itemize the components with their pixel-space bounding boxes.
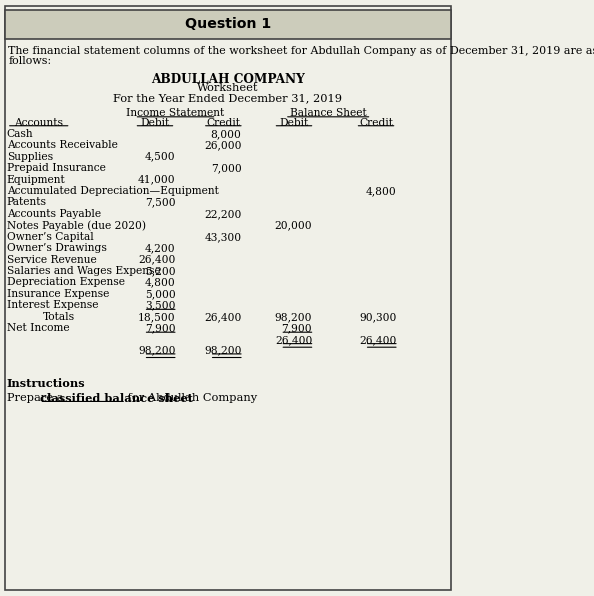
Text: Totals: Totals — [43, 312, 75, 322]
Text: 26,400: 26,400 — [359, 336, 397, 345]
Text: Accounts Payable: Accounts Payable — [7, 209, 101, 219]
Text: 26,400: 26,400 — [275, 336, 312, 345]
Text: 20,000: 20,000 — [274, 221, 312, 230]
Text: Insurance Expense: Insurance Expense — [7, 289, 109, 299]
Text: Interest Expense: Interest Expense — [7, 300, 99, 311]
Text: 22,200: 22,200 — [204, 209, 242, 219]
Text: Cash: Cash — [7, 129, 33, 139]
Text: 41,000: 41,000 — [138, 175, 175, 185]
Text: 7,000: 7,000 — [211, 163, 242, 173]
Text: Worksheet: Worksheet — [197, 83, 258, 93]
Text: 26,000: 26,000 — [204, 140, 242, 150]
Text: follows:: follows: — [8, 56, 51, 66]
Text: Patents: Patents — [7, 197, 47, 207]
Text: 8,000: 8,000 — [211, 129, 242, 139]
Text: Question 1: Question 1 — [185, 17, 271, 32]
FancyBboxPatch shape — [5, 10, 451, 39]
Text: 7,500: 7,500 — [145, 197, 175, 207]
Text: 18,500: 18,500 — [138, 312, 175, 322]
Text: Notes Payable (due 2020): Notes Payable (due 2020) — [7, 221, 146, 231]
Text: Balance Sheet: Balance Sheet — [290, 108, 366, 119]
Text: for Abdullah Company: for Abdullah Company — [124, 393, 257, 402]
Text: Net Income: Net Income — [7, 323, 69, 333]
Text: 7,900: 7,900 — [145, 323, 175, 333]
Text: The financial statement columns of the worksheet for Abdullah Company as of Dece: The financial statement columns of the w… — [8, 46, 594, 57]
Text: Instructions: Instructions — [7, 378, 86, 389]
Text: 90,300: 90,300 — [359, 312, 397, 322]
Text: Supplies: Supplies — [7, 151, 53, 162]
Text: 43,300: 43,300 — [204, 232, 242, 242]
Text: Depreciation Expense: Depreciation Expense — [7, 278, 125, 287]
Text: 7,900: 7,900 — [282, 323, 312, 333]
Text: 4,200: 4,200 — [145, 243, 175, 253]
Text: Credit: Credit — [359, 118, 393, 128]
Text: 4,800: 4,800 — [366, 186, 397, 196]
Text: Salaries and Wages Expense: Salaries and Wages Expense — [7, 266, 160, 276]
Text: 98,200: 98,200 — [204, 346, 242, 356]
Text: Service Revenue: Service Revenue — [7, 254, 97, 265]
Text: 3,500: 3,500 — [145, 300, 175, 311]
Text: ABDULLAH COMPANY: ABDULLAH COMPANY — [151, 73, 305, 86]
FancyBboxPatch shape — [5, 6, 451, 590]
Text: Owner’s Capital: Owner’s Capital — [7, 232, 94, 242]
Text: classified balance sheet: classified balance sheet — [40, 393, 192, 403]
Text: 4,500: 4,500 — [145, 151, 175, 162]
Text: 4,800: 4,800 — [145, 278, 175, 287]
Text: 98,200: 98,200 — [138, 346, 175, 356]
Text: For the Year Ended December 31, 2019: For the Year Ended December 31, 2019 — [113, 93, 342, 103]
Text: Accumulated Depreciation—Equipment: Accumulated Depreciation—Equipment — [7, 186, 219, 196]
Text: Equipment: Equipment — [7, 175, 65, 185]
Text: 98,200: 98,200 — [275, 312, 312, 322]
Text: 5,000: 5,000 — [145, 289, 175, 299]
Text: Credit: Credit — [206, 118, 241, 128]
Text: Prepaid Insurance: Prepaid Insurance — [7, 163, 106, 173]
Text: Debit: Debit — [279, 118, 309, 128]
Text: Prepare a: Prepare a — [7, 393, 67, 402]
Text: 26,400: 26,400 — [204, 312, 242, 322]
Text: Accounts Receivable: Accounts Receivable — [7, 140, 118, 150]
Text: 5,200: 5,200 — [145, 266, 175, 276]
Text: Income Statement: Income Statement — [127, 108, 225, 119]
Text: Debit: Debit — [140, 118, 170, 128]
Text: Owner’s Drawings: Owner’s Drawings — [7, 243, 107, 253]
Text: Accounts: Accounts — [14, 118, 63, 128]
Text: 26,400: 26,400 — [138, 254, 175, 265]
